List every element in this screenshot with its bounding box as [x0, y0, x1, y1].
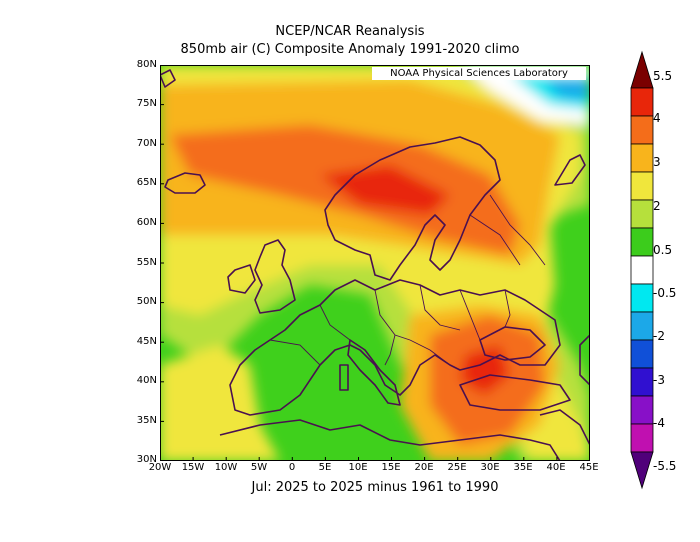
colorbar-label: 3 [653, 155, 661, 169]
lon-label: 5E [318, 462, 332, 473]
lon-label: 25E [447, 462, 467, 473]
chart-subtitle: 850mb air (C) Composite Anomaly 1991-202… [180, 42, 520, 57]
axis-ticks [160, 104, 558, 461]
coast-scandinavia [324, 136, 501, 281]
colorbar-cell [630, 50, 654, 89]
colorbar-cell [630, 283, 654, 313]
lat-label: 75N [136, 98, 157, 109]
lat-label: 55N [136, 257, 157, 268]
lon-label: 35E [513, 462, 533, 473]
coast-novaya [554, 154, 586, 186]
lon-label: 5W [250, 462, 268, 473]
coast-britain [254, 239, 296, 314]
credit-label: NOAA Physical Sciences Laboratory [372, 67, 586, 80]
lat-label: 80N [136, 59, 157, 70]
lon-label: 20E [414, 462, 434, 473]
colorbar-cell [630, 87, 654, 117]
colorbar-cell [630, 451, 654, 490]
colorbar-cell [630, 395, 654, 425]
lon-label: 30E [480, 462, 500, 473]
lon-label: 40E [546, 462, 566, 473]
colorbar-label: 5.5 [653, 69, 673, 83]
colorbar-cells [630, 50, 654, 490]
coast-caspian [579, 334, 590, 386]
date-range-caption: Jul: 2025 to 2025 minus 1961 to 1990 [251, 480, 499, 495]
colorbar-label: -0.5 [653, 286, 677, 300]
lat-label: 45N [136, 336, 157, 347]
colorbar-label: 4 [653, 111, 661, 125]
coast-mideast [539, 409, 590, 446]
chart-title: NCEP/NCAR Reanalysis [275, 24, 425, 39]
lon-label: 10E [348, 462, 368, 473]
lat-label: 40N [136, 375, 157, 386]
colorbar-cell [630, 199, 654, 229]
colorbar-cell [630, 143, 654, 173]
colorbar-label: 2 [653, 199, 661, 213]
coast-blacksea [479, 326, 546, 361]
colorbar-label: -5.5 [653, 459, 677, 473]
lon-label: 0 [288, 462, 296, 473]
colorbar-cell [630, 423, 654, 453]
colorbar-cell [630, 227, 654, 257]
coast-ireland [227, 264, 256, 294]
contour-yellow-sw [160, 345, 280, 461]
coast-continent [229, 279, 561, 416]
coast-africa [219, 419, 561, 461]
colorbar-cell [630, 115, 654, 145]
lon-label: 15W [181, 462, 205, 473]
colorbar-cell [630, 339, 654, 369]
colorbar-label: -4 [653, 416, 665, 430]
lat-label: 70N [136, 138, 157, 149]
lon-label: 45E [579, 462, 599, 473]
colorbar-label: -3 [653, 373, 665, 387]
lat-label: 50N [136, 296, 157, 307]
lon-label: 10W [214, 462, 238, 473]
lat-label: 30N [136, 454, 157, 465]
colorbar-cell [630, 367, 654, 397]
colorbar-cell [630, 311, 654, 341]
coast-turkey [459, 374, 571, 411]
colorbar-label: 0.5 [653, 243, 673, 257]
coast-svalbard [160, 69, 176, 88]
coast-italy [347, 339, 401, 406]
colorbar-label: -2 [653, 329, 665, 343]
lat-label: 65N [136, 177, 157, 188]
lat-label: 60N [136, 217, 157, 228]
contour-blue-ne [545, 80, 590, 100]
anomaly-map [160, 65, 590, 461]
lon-label: 15E [381, 462, 401, 473]
coast-sardinia [339, 364, 349, 391]
coast-iceland [164, 172, 206, 194]
colorbar [630, 50, 654, 490]
coastlines [160, 69, 590, 461]
borders [269, 194, 546, 366]
colorbar-cell [630, 171, 654, 201]
colorbar-cell [630, 255, 654, 285]
lon-label: 20W [148, 462, 172, 473]
lat-label: 35N [136, 415, 157, 426]
